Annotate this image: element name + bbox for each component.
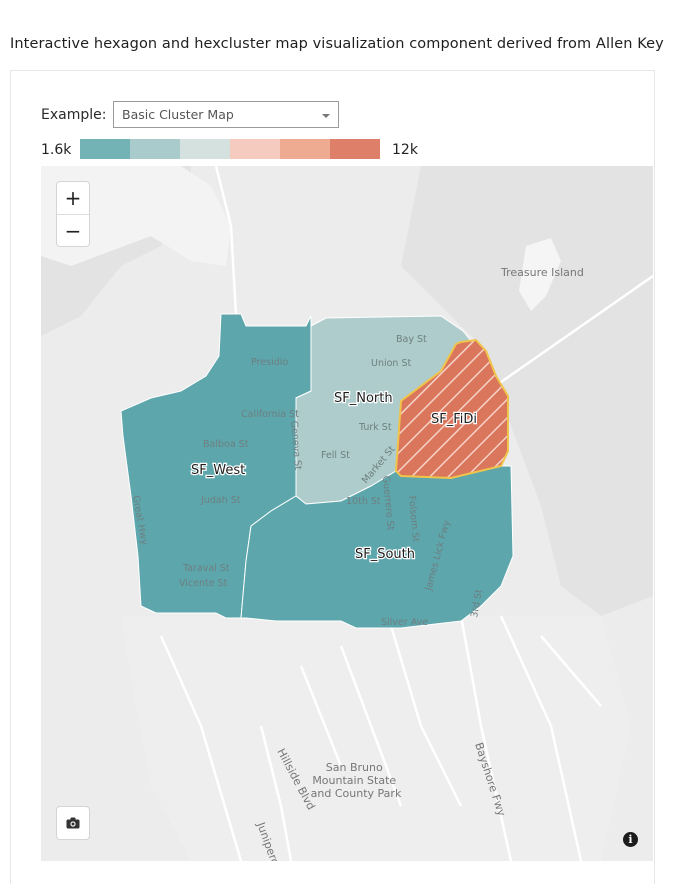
place-label-san-bruno: San Bruno Mountain State and County Park <box>311 761 402 800</box>
example-select[interactable]: Basic Cluster Map <box>113 101 339 128</box>
legend-swatch <box>130 139 180 159</box>
street-label: Geneva St <box>288 420 303 470</box>
legend-swatch <box>280 139 330 159</box>
cluster-label-sf-fidi: SF_FiDi <box>431 412 477 427</box>
street-label: Judah St <box>200 495 241 506</box>
street-label: Bay St <box>396 334 427 345</box>
page-description: Interactive hexagon and hexcluster map v… <box>10 36 664 52</box>
info-icon[interactable]: i <box>623 832 638 847</box>
street-label: Guerrero St <box>380 475 396 531</box>
street-label: Taraval St <box>182 563 230 574</box>
bay-water <box>401 166 653 616</box>
cluster-label-sf-west: SF_West <box>191 463 245 478</box>
screenshot-button[interactable] <box>57 807 89 839</box>
legend-min-label: 1.6k <box>41 142 72 158</box>
legend-swatch <box>80 139 130 159</box>
street-label: 10th St <box>346 496 381 507</box>
street-label: California St <box>241 409 299 420</box>
legend-swatch <box>330 139 380 159</box>
street-label: Union St <box>371 358 411 369</box>
street-label: Vicente St <box>179 578 228 589</box>
chevron-down-icon <box>322 114 330 118</box>
street-label: Folsom St <box>406 495 421 542</box>
camera-icon <box>66 817 80 829</box>
legend-color-scale <box>80 139 380 159</box>
example-label: Example: <box>41 106 107 123</box>
map-canvas[interactable]: Presidio Bay St Union St California St B… <box>41 166 653 861</box>
street-label: Turk St <box>358 422 392 433</box>
cluster-sf-fidi-shape[interactable] <box>394 338 509 480</box>
cluster-sf-west-shape[interactable] <box>120 313 312 619</box>
example-select-value: Basic Cluster Map <box>122 107 234 122</box>
street-label: 3rd St <box>469 588 485 618</box>
cluster-sf-south-shape[interactable] <box>240 465 514 629</box>
zoom-control: + − <box>57 182 89 246</box>
zoom-divider <box>57 214 89 215</box>
street-label: Silver Ave <box>381 617 428 628</box>
street-label: Balboa St <box>203 439 249 450</box>
map-svg[interactable]: Presidio Bay St Union St California St B… <box>41 166 653 861</box>
legend-swatch <box>180 139 230 159</box>
example-row: Example: <box>41 101 116 128</box>
cluster-label-sf-north: SF_North <box>334 391 393 406</box>
zoom-out-button[interactable]: − <box>64 219 82 243</box>
street-label: Presidio <box>251 357 288 368</box>
street-label: Fell St <box>321 450 350 461</box>
zoom-in-button[interactable]: + <box>64 186 82 210</box>
cluster-label-sf-south: SF_South <box>355 547 415 562</box>
place-label-treasure-island: Treasure Island <box>500 266 584 279</box>
treasure-island-land <box>519 238 561 311</box>
legend-max-label: 12k <box>392 142 418 158</box>
legend-swatch <box>230 139 280 159</box>
road-network <box>159 166 653 861</box>
